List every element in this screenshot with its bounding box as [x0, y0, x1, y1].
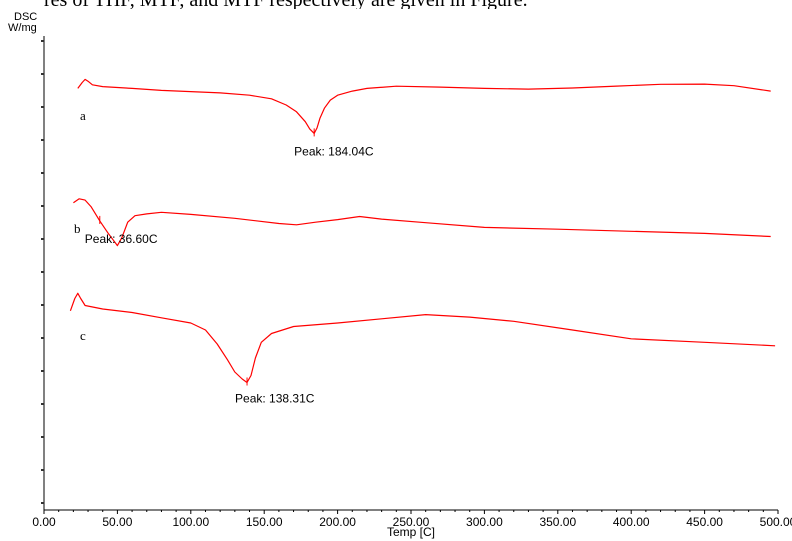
- x-tick-label: 450.00: [686, 515, 723, 529]
- x-tick-label: 350.00: [539, 515, 576, 529]
- x-axis-label: Temp [C]: [387, 525, 435, 539]
- x-tick-label: 0.00: [32, 515, 56, 529]
- x-tick-label: 500.00: [760, 515, 792, 529]
- curve-letter-b: b: [74, 221, 81, 236]
- peak-label-b: Peak: 36.60C: [85, 232, 158, 246]
- curves: [70, 79, 775, 385]
- x-tick-label: 150.00: [246, 515, 283, 529]
- curve-letter-c: c: [80, 328, 86, 343]
- peak-label-c: Peak: 138.31C: [235, 392, 315, 406]
- x-tick-label: 100.00: [172, 515, 209, 529]
- curve-labels: a Peak: 184.04C b Peak: 36.60C c Peak: 138.31…: [74, 108, 374, 406]
- axes: [41, 36, 778, 510]
- curve-c: [70, 293, 775, 382]
- x-tick-label: 50.00: [102, 515, 132, 529]
- peak-label-a: Peak: 184.04C: [294, 144, 374, 158]
- x-tick-label: 200.00: [319, 515, 356, 529]
- x-tick-label: 400.00: [613, 515, 650, 529]
- curve-b: [73, 199, 770, 246]
- x-tick-label: 300.00: [466, 515, 503, 529]
- curve-letter-a: a: [80, 108, 86, 123]
- curve-a: [78, 79, 771, 133]
